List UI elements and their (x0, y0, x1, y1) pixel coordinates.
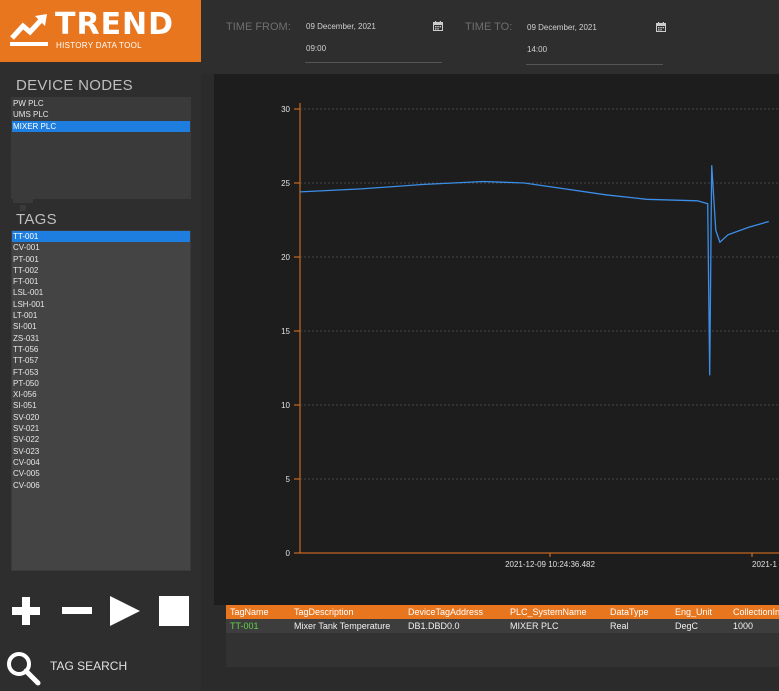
tag-item[interactable]: SV-022 (13, 435, 40, 445)
time-to-underline (526, 64, 663, 65)
tag-item[interactable]: XI-056 (13, 390, 37, 400)
y-tick-label: 10 (281, 401, 290, 410)
y-tick-label: 25 (281, 179, 290, 188)
remove-icon[interactable] (60, 595, 92, 627)
column-header[interactable]: CollectionIn (733, 607, 779, 617)
column-header[interactable]: DeviceTagAddress (408, 607, 484, 617)
table-cell: DB1.DBD0.0 (408, 621, 460, 631)
search-icon[interactable] (5, 650, 41, 686)
tag-item[interactable]: SV-023 (13, 446, 40, 456)
table-cell: MIXER PLC (510, 621, 559, 631)
tags-label: TAGS (16, 211, 57, 228)
table-cell: DegC (675, 621, 699, 631)
y-tick-label: 30 (281, 105, 290, 114)
device-node-item-selected[interactable]: MIXER PLC (12, 120, 190, 132)
calendar-icon[interactable] (656, 22, 666, 32)
tag-item[interactable]: TT-001 (12, 231, 190, 243)
trend-arrow-icon (10, 14, 48, 46)
table-row[interactable]: TT-001 Mixer Tank Temperature DB1.DBD0.0 MI… (226, 619, 779, 633)
device-nodes-list[interactable]: PW PLC UMS PLC MIXER PLC (11, 97, 191, 199)
tag-item[interactable]: TT-002 (13, 265, 39, 275)
tag-item[interactable]: TT-057 (13, 356, 39, 366)
calendar-icon[interactable] (433, 21, 443, 31)
tag-item[interactable]: PT-050 (13, 378, 39, 388)
x-tick-label: 2021-1 (752, 560, 777, 569)
time-from-time[interactable]: 09:00 (306, 44, 327, 53)
y-tick-label: 15 (281, 327, 290, 336)
trend-chart-panel (214, 74, 779, 605)
table-cell: Mixer Tank Temperature (294, 621, 391, 631)
grid-empty-area (226, 633, 779, 667)
table-cell: Real (610, 621, 629, 631)
device-node-item[interactable]: UMS PLC (13, 110, 49, 120)
time-to-time[interactable]: 14:00 (527, 45, 548, 54)
logo-title: TREND (55, 7, 175, 42)
tag-data-grid: TagName TagDescription DeviceTagAddress PLC… (226, 605, 779, 667)
tag-item[interactable]: FT-053 (13, 367, 39, 377)
tag-item[interactable]: PT-001 (13, 254, 39, 264)
tag-item[interactable]: CV-004 (13, 457, 40, 467)
column-header[interactable]: TagName (230, 607, 269, 617)
time-to-date[interactable]: 09 December, 2021 (527, 23, 597, 32)
y-tick-label: 5 (286, 475, 291, 484)
time-to-label: TIME TO: (465, 21, 513, 33)
tag-item[interactable]: TT-056 (13, 344, 39, 354)
x-tick-label: 2021-12-09 10:24:36.482 (505, 560, 595, 569)
device-node-item[interactable]: PW PLC (13, 99, 44, 108)
tag-item[interactable]: FT-001 (13, 277, 39, 287)
tag-item[interactable]: CV-005 (13, 469, 40, 479)
series-line[interactable] (299, 165, 769, 376)
play-icon[interactable] (108, 595, 142, 627)
column-header[interactable]: TagDescription (294, 607, 354, 617)
table-cell: TT-001 (230, 621, 259, 631)
add-icon[interactable] (10, 595, 42, 627)
logo: TREND HISTORY DATA TOOL (0, 0, 201, 62)
column-header[interactable]: PLC_SystemName (510, 607, 587, 617)
tag-item[interactable]: CV-001 (13, 243, 40, 253)
column-header[interactable]: DataType (610, 607, 649, 617)
tag-item[interactable]: SV-020 (13, 412, 40, 422)
y-tick-label: 20 (281, 253, 290, 262)
stop-icon[interactable] (158, 595, 190, 627)
tags-list[interactable]: TT-001 CV-001 PT-001 TT-002 FT-001 LSL-001 LSH… (11, 230, 191, 571)
tag-item[interactable]: LT-001 (13, 311, 38, 321)
tag-item[interactable]: SI-001 (13, 322, 37, 332)
table-cell: 1000 (733, 621, 754, 631)
tag-item[interactable]: SV-021 (13, 424, 40, 434)
time-from-label: TIME FROM: (226, 21, 291, 33)
logo-subtitle: HISTORY DATA TOOL (56, 41, 142, 50)
time-range-bar: TIME FROM: 09 December, 2021 09:00 TIME … (201, 0, 779, 74)
grid-header: TagName TagDescription DeviceTagAddress PLC… (226, 605, 779, 619)
time-from-date[interactable]: 09 December, 2021 (306, 22, 376, 31)
tag-item[interactable]: ZS-031 (13, 333, 40, 343)
tag-item[interactable]: CV-006 (13, 480, 40, 490)
column-header[interactable]: Eng_Unit (675, 607, 713, 617)
tag-search-label[interactable]: TAG SEARCH (50, 659, 128, 673)
time-from-underline (305, 62, 442, 63)
trend-chart[interactable]: 0 5 10 15 20 25 30 2021-12-09 10:24:36.482 2021-… (214, 74, 779, 605)
tag-item[interactable]: LSH-001 (13, 299, 45, 309)
tag-item[interactable]: SI-051 (13, 401, 37, 411)
y-tick-label: 0 (286, 549, 291, 558)
device-nodes-label: DEVICE NODES (16, 77, 133, 94)
sidebar: TREND HISTORY DATA TOOL DEVICE NODES PW … (0, 0, 201, 691)
tag-item[interactable]: LSL-001 (13, 288, 44, 298)
